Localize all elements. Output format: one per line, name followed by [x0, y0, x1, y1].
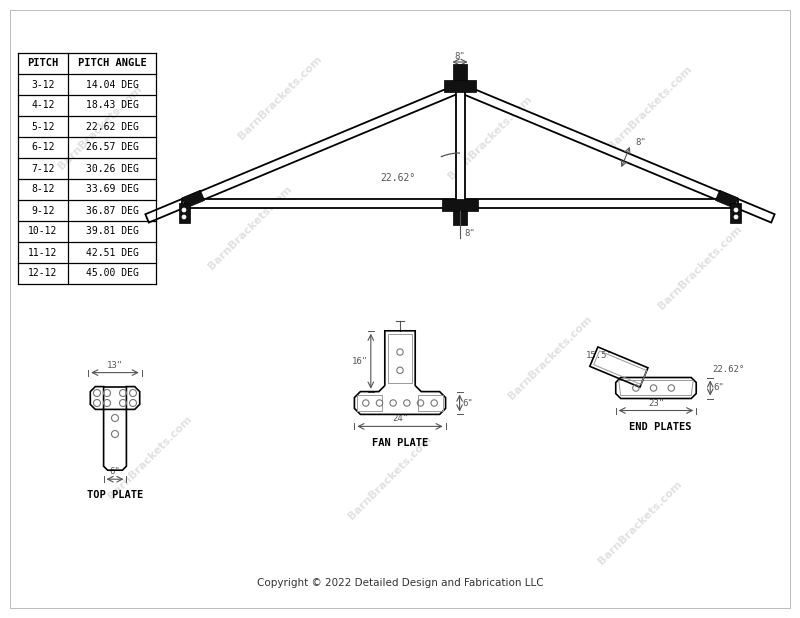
Text: 30.26 DEG: 30.26 DEG: [86, 164, 138, 174]
Text: 9-12: 9-12: [31, 206, 54, 216]
Text: 10-12: 10-12: [28, 227, 58, 237]
Text: 11-12: 11-12: [28, 247, 58, 258]
Text: 5-12: 5-12: [31, 122, 54, 132]
Circle shape: [734, 215, 738, 219]
Text: 24": 24": [392, 415, 408, 423]
Text: 16": 16": [352, 357, 368, 366]
Text: 4-12: 4-12: [31, 101, 54, 111]
Text: 13": 13": [107, 360, 123, 370]
Text: 6": 6": [714, 384, 724, 392]
Text: 33.69 DEG: 33.69 DEG: [86, 185, 138, 195]
Text: 12-12: 12-12: [28, 268, 58, 279]
Polygon shape: [178, 203, 190, 223]
Text: END PLATES: END PLATES: [629, 423, 691, 433]
Circle shape: [734, 208, 738, 212]
Polygon shape: [182, 198, 738, 208]
Text: BarnBrackets.com: BarnBrackets.com: [106, 414, 194, 502]
Text: BarnBrackets.com: BarnBrackets.com: [506, 314, 594, 402]
Text: 22.62°: 22.62°: [380, 173, 415, 183]
Text: 7-12: 7-12: [31, 164, 54, 174]
Polygon shape: [715, 190, 738, 208]
Text: BarnBrackets.com: BarnBrackets.com: [206, 184, 294, 272]
Text: BarnBrackets.com: BarnBrackets.com: [56, 84, 144, 172]
Text: BarnBrackets.com: BarnBrackets.com: [656, 224, 744, 311]
Text: BarnBrackets.com: BarnBrackets.com: [596, 479, 684, 567]
Text: BarnBrackets.com: BarnBrackets.com: [236, 54, 324, 142]
Circle shape: [182, 208, 186, 212]
Polygon shape: [442, 199, 478, 211]
Polygon shape: [455, 84, 465, 207]
Polygon shape: [458, 84, 774, 222]
Text: 8-12: 8-12: [31, 185, 54, 195]
Text: 8": 8": [464, 229, 474, 237]
Polygon shape: [730, 203, 742, 223]
Text: TOP PLATE: TOP PLATE: [87, 490, 143, 500]
Text: BarnBrackets.com: BarnBrackets.com: [446, 95, 534, 182]
Text: 23": 23": [648, 399, 664, 407]
Text: 22.62°: 22.62°: [712, 365, 745, 375]
Text: 6": 6": [462, 399, 474, 407]
Text: 3-12: 3-12: [31, 80, 54, 90]
Text: 42.51 DEG: 42.51 DEG: [86, 247, 138, 258]
Polygon shape: [444, 80, 476, 92]
Polygon shape: [182, 190, 205, 208]
Text: 6": 6": [110, 467, 120, 476]
Text: BarnBrackets.com: BarnBrackets.com: [606, 64, 694, 152]
Text: Copyright © 2022 Detailed Design and Fabrication LLC: Copyright © 2022 Detailed Design and Fab…: [257, 578, 543, 588]
Text: 45.00 DEG: 45.00 DEG: [86, 268, 138, 279]
Text: 14.04 DEG: 14.04 DEG: [86, 80, 138, 90]
Polygon shape: [453, 211, 467, 225]
Text: 8": 8": [635, 138, 646, 146]
Text: 26.57 DEG: 26.57 DEG: [86, 143, 138, 153]
Text: 8": 8": [454, 52, 466, 61]
Text: 18.43 DEG: 18.43 DEG: [86, 101, 138, 111]
Polygon shape: [146, 84, 462, 222]
Text: FAN PLATE: FAN PLATE: [372, 438, 428, 449]
Text: PITCH ANGLE: PITCH ANGLE: [78, 59, 146, 69]
Text: 6-12: 6-12: [31, 143, 54, 153]
Circle shape: [182, 215, 186, 219]
Text: BarnBrackets.com: BarnBrackets.com: [346, 434, 434, 522]
Text: 39.81 DEG: 39.81 DEG: [86, 227, 138, 237]
Text: 15.5": 15.5": [586, 350, 612, 360]
Text: PITCH: PITCH: [27, 59, 58, 69]
Text: 22.62 DEG: 22.62 DEG: [86, 122, 138, 132]
Text: 36.87 DEG: 36.87 DEG: [86, 206, 138, 216]
Polygon shape: [453, 64, 467, 80]
